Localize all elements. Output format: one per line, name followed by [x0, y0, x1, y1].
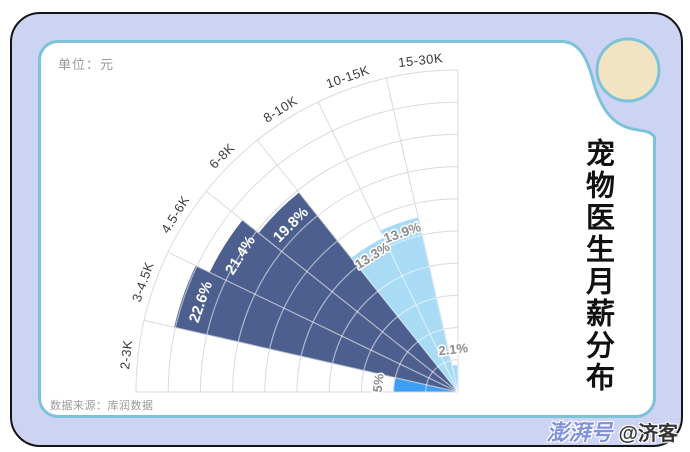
category-label-4.5-6K: 4.5-6K [158, 193, 193, 236]
data-source-label: 数据来源：库润数据 [50, 400, 154, 412]
grid-radial [256, 192, 458, 392]
grid-ring [135, 69, 459, 393]
value-label-15-30K: 2.1% [438, 340, 470, 358]
grid-radial [385, 77, 459, 393]
corner-notch-curve [561, 40, 656, 139]
corner-decoration [561, 34, 668, 139]
grid-radial [174, 319, 458, 392]
value-label-2-3K: 5% [370, 372, 387, 393]
unit-label: 单位：元 [58, 57, 115, 72]
wedge-6-8K [258, 192, 458, 392]
grid-radial [317, 192, 458, 392]
salary-distribution-chart: 5%22.6%21.4%19.8%13.3%13.9%2.1%2-3K3-4.5… [117, 50, 471, 395]
wedges [174, 192, 458, 392]
wedge-3-4.5K [174, 265, 458, 392]
grid-radial [174, 251, 458, 392]
watermark: 澎湃号 @济客 [546, 415, 678, 447]
category-label-10-15K: 10-15K [324, 62, 371, 91]
category-label-8-10K: 8-10K [261, 93, 300, 125]
watermark-brand-logo: 澎湃号 [546, 420, 613, 445]
grid-ring [174, 192, 458, 392]
category-label-2-3K: 2-3K [117, 339, 135, 370]
category-label-15-30K: 15-30K [397, 50, 443, 70]
category-label-3-4.5K: 3-4.5K [129, 260, 157, 304]
decorative-circle [595, 37, 661, 103]
wedge-4.5-6K [209, 220, 458, 392]
wedge-10-15K [380, 217, 458, 392]
wedge-8-10K [351, 237, 458, 392]
category-label-6-8K: 6-8K [206, 140, 237, 171]
page-title: 宠物医生月薪分布 [581, 138, 614, 394]
watermark-handle: @济客 [618, 423, 678, 445]
